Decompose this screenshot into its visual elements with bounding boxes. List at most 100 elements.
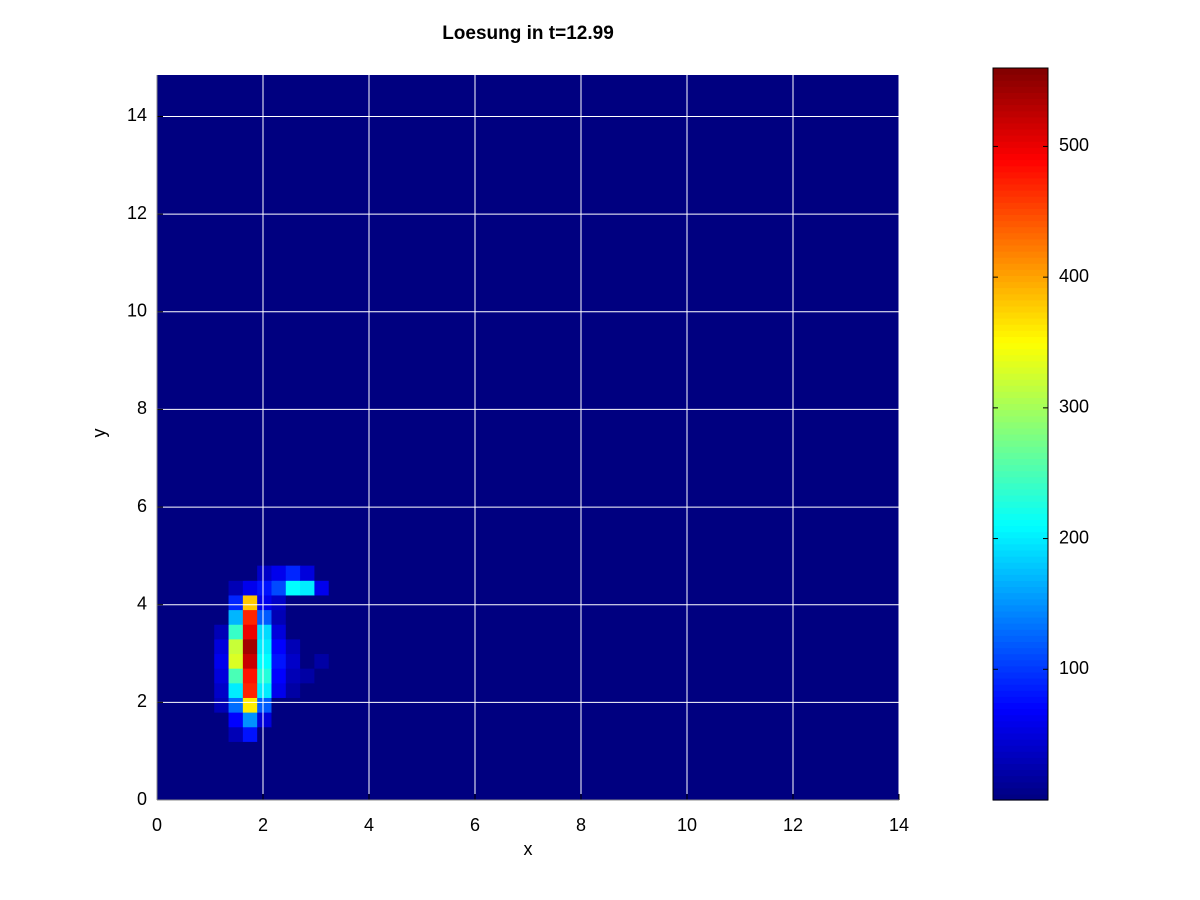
heatmap-cell xyxy=(257,697,272,713)
colorbar-tick-label: 200 xyxy=(1059,527,1089,547)
colorbar-segment xyxy=(993,629,1048,636)
colorbar-segment xyxy=(993,244,1048,252)
heatmap-cell xyxy=(328,580,344,596)
heatmap-cell xyxy=(228,565,244,581)
colorbar-segment xyxy=(993,464,1048,472)
colorbar-segment xyxy=(993,446,1048,453)
colorbar-segment xyxy=(993,80,1048,87)
colorbar-segment xyxy=(993,360,1048,368)
heatmap-cell xyxy=(228,580,244,596)
heatmap-cell xyxy=(271,624,287,640)
heatmap-cell xyxy=(214,653,230,669)
heatmap-cell xyxy=(271,682,287,698)
heatmap-cell xyxy=(242,565,258,581)
colorbar-segment xyxy=(993,263,1048,270)
heatmap-cell xyxy=(199,726,215,742)
colorbar-segment xyxy=(993,92,1048,100)
heatmap-cell xyxy=(185,668,201,684)
heatmap-cell xyxy=(328,726,344,742)
heatmap-cell xyxy=(285,726,301,742)
heatmap-cell xyxy=(185,726,201,742)
colorbar-segment xyxy=(993,757,1048,764)
heatmap-cell xyxy=(300,697,315,713)
colorbar-segment xyxy=(993,348,1048,356)
heatmap-cell xyxy=(328,624,344,640)
y-axis-label: y xyxy=(89,429,109,438)
heatmap-cell xyxy=(228,594,244,611)
heatmap-cell xyxy=(285,594,301,611)
colorbar-segment xyxy=(993,714,1048,722)
heatmap-cell xyxy=(228,697,244,713)
heatmap-cell xyxy=(271,580,287,596)
heatmap-cell xyxy=(257,565,272,581)
colorbar-segment xyxy=(993,488,1048,496)
colorbar-segment xyxy=(993,604,1048,612)
heatmap-cell xyxy=(271,668,287,684)
colorbar-segment xyxy=(993,98,1048,106)
heatmap-cell xyxy=(257,580,272,596)
heatmap-cell xyxy=(328,668,344,684)
colorbar-segment xyxy=(993,330,1048,337)
colorbar-segment xyxy=(993,543,1048,551)
heatmap-cell xyxy=(214,624,230,640)
heatmap-cell xyxy=(300,609,315,625)
x-tick-label: 0 xyxy=(152,815,162,835)
colorbar-segment xyxy=(993,104,1048,112)
colorbar-segment xyxy=(993,708,1048,716)
colorbar-segment xyxy=(993,391,1048,398)
heatmap-cell xyxy=(242,638,258,655)
colorbar-segment xyxy=(993,415,1048,423)
heatmap-cell xyxy=(228,668,244,684)
heatmap-cell xyxy=(185,624,201,640)
heatmap-cell xyxy=(214,726,230,742)
heatmap-cell xyxy=(242,712,258,728)
heatmap-cell xyxy=(285,682,301,698)
heatmap-cell xyxy=(328,594,344,611)
colorbar-segment xyxy=(993,312,1048,319)
heatmap-cell xyxy=(242,668,258,684)
heatmap-cell xyxy=(185,638,201,655)
heatmap-cell xyxy=(285,697,301,713)
colorbar-segment xyxy=(993,366,1048,374)
heatmap-cell xyxy=(257,668,272,684)
heatmap-cell xyxy=(257,638,272,655)
colorbar-segment xyxy=(993,281,1048,289)
colorbar-segment xyxy=(993,171,1048,179)
heatmap-cell xyxy=(300,624,315,640)
heatmap-cell xyxy=(314,624,330,640)
heatmap-cell xyxy=(257,682,272,698)
y-tick-label: 6 xyxy=(137,496,147,516)
colorbar-segment xyxy=(993,116,1048,124)
heatmap-cell xyxy=(271,609,287,625)
heatmap-cell xyxy=(214,682,230,698)
colorbar-segment xyxy=(993,153,1048,161)
heatmap-cell xyxy=(199,580,215,596)
x-tick-label: 6 xyxy=(470,815,480,835)
heatmap-cell xyxy=(271,697,287,713)
heatmap-cell xyxy=(185,653,201,669)
heatmap-cell xyxy=(271,638,287,655)
chart-title: Loesung in t=12.99 xyxy=(442,23,614,44)
heatmap-cell xyxy=(300,638,315,655)
colorbar-segment xyxy=(993,732,1048,740)
heatmap-cell xyxy=(257,712,272,728)
colorbar-segment xyxy=(993,177,1048,185)
y-tick-label: 14 xyxy=(127,105,147,125)
heatmap-cell xyxy=(314,712,330,728)
colorbar-segment xyxy=(993,513,1048,520)
colorbar-tick-label: 300 xyxy=(1059,397,1089,417)
colorbar-segment xyxy=(993,434,1048,441)
colorbar-segment xyxy=(993,147,1048,154)
colorbar-segment xyxy=(993,421,1048,429)
heatmap-cell xyxy=(228,638,244,655)
heatmap-cell xyxy=(314,682,330,698)
heatmap-cell xyxy=(185,682,201,698)
colorbar-segment xyxy=(993,318,1048,325)
colorbar-segment xyxy=(993,562,1048,569)
x-tick-label: 4 xyxy=(364,815,374,835)
heatmap-cell xyxy=(328,697,344,713)
heatmap-cell xyxy=(328,609,344,625)
colorbar-segment xyxy=(993,482,1048,490)
colorbar-segment xyxy=(993,671,1048,679)
heatmap-cell xyxy=(242,609,258,625)
